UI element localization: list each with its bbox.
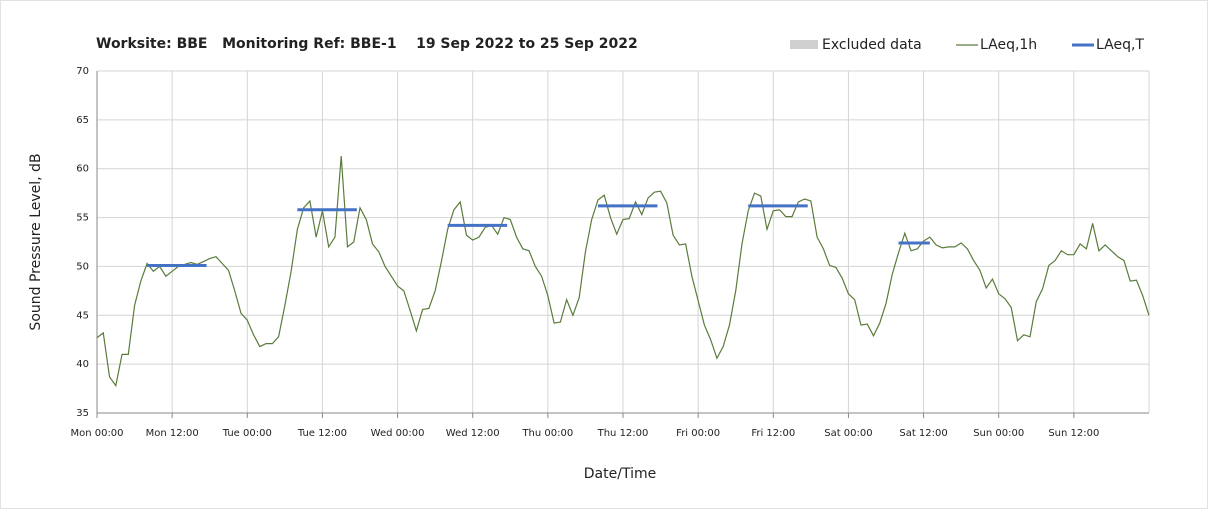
x-tick-label: Sat 00:00 [824, 428, 872, 439]
x-tick-label: Mon 12:00 [146, 428, 199, 439]
series-line [96, 155, 1150, 388]
y-tick-label: 45 [76, 310, 89, 321]
x-tick-label: Tue 00:00 [222, 428, 272, 439]
x-tick-label: Sun 00:00 [973, 428, 1024, 439]
y-tick-label: 55 [76, 213, 89, 224]
x-tick-label: Fri 00:00 [676, 428, 720, 439]
series-line [147, 204, 930, 267]
legend-label: LAeq,T [1096, 37, 1144, 53]
y-tick-label: 60 [76, 164, 89, 175]
x-tick-label: Wed 00:00 [371, 428, 425, 439]
chart-title: Worksite: BBE Monitoring Ref: BBE-1 19 S… [96, 36, 638, 52]
x-tick-label: Sun 12:00 [1048, 428, 1099, 439]
x-tick-label: Thu 12:00 [597, 428, 649, 439]
y-tick-label: 35 [76, 408, 89, 419]
x-tick-label: Thu 00:00 [521, 428, 573, 439]
x-tick-label: Fri 12:00 [751, 428, 795, 439]
x-axis-label: Date/Time [584, 466, 656, 482]
legend-label: Excluded data [822, 37, 922, 53]
y-tick-label: 50 [76, 261, 89, 272]
legend-swatch [790, 40, 818, 49]
y-tick-label: 70 [76, 66, 89, 77]
y-tick-label: 40 [76, 359, 89, 370]
y-tick-label: 65 [76, 115, 89, 126]
x-tick-label: Tue 12:00 [297, 428, 347, 439]
legend-label: LAeq,1h [980, 37, 1037, 53]
x-tick-label: Wed 12:00 [446, 428, 500, 439]
x-tick-label: Mon 00:00 [70, 428, 123, 439]
y-axis-label: Sound Pressure Level, dB [28, 153, 44, 330]
x-tick-label: Sat 12:00 [899, 428, 947, 439]
